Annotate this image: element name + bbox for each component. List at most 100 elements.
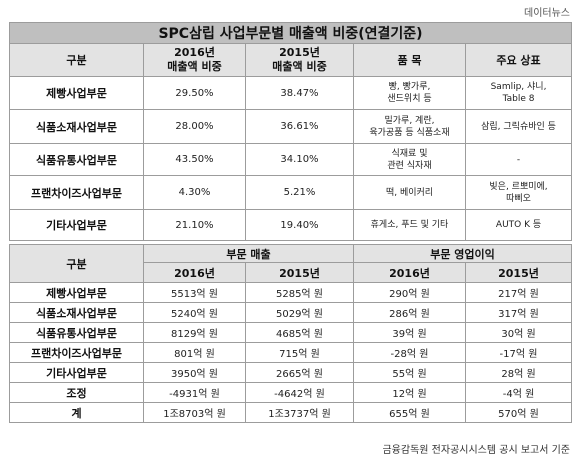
- header-2016-label: 매출액 비중: [167, 60, 222, 73]
- division-name: 조정: [9, 382, 144, 403]
- sales-2016: 1조8703억 원: [143, 402, 246, 423]
- division-name: 식품소재사업부문: [9, 302, 144, 323]
- table-row: 제빵사업부문 29.50% 38.47% 빵, 빵가루, 샌드위치 등 Saml…: [9, 76, 573, 110]
- table-row: 식품소재사업부문 28.00% 36.61% 밀가루, 계란, 육가공품 등 식…: [9, 109, 573, 144]
- sales-2015: 2665억 원: [245, 362, 354, 383]
- header-2016-year: 2016년: [174, 46, 215, 59]
- table-row: 식품유통사업부문 43.50% 34.10% 식재료 및 관련 식자재 -: [9, 143, 573, 176]
- share-2016: 43.50%: [143, 143, 246, 176]
- items-line: 밀가루, 계란,: [384, 115, 435, 126]
- division-name: 제빵사업부문: [9, 282, 144, 303]
- header-sales: 부문 매출: [143, 244, 354, 263]
- source-footnote: 금융감독원 전자공시시스템 공시 보고서 기준: [382, 445, 570, 456]
- header-2015-label: 매출액 비중: [272, 60, 327, 73]
- brands-line: Table 8: [502, 94, 535, 104]
- sales-2015: 1조3737억 원: [245, 402, 354, 423]
- share-2015: 34.10%: [245, 143, 354, 176]
- brands-cell: -: [464, 143, 573, 176]
- profit-2016: 55억 원: [353, 362, 466, 383]
- source-label: 데이터뉴스: [524, 8, 570, 19]
- table-row: 식품소재사업부문 5240억 원 5029억 원 286억 원 317억 원: [9, 302, 572, 323]
- table2-year-header: 2016년 2015년 2016년 2015년: [10, 262, 572, 283]
- sales-2015: 4685억 원: [245, 322, 354, 343]
- items-cell: 밀가루, 계란, 육가공품 등 식품소재: [353, 109, 466, 144]
- division-name: 프랜차이즈사업부문: [9, 342, 144, 363]
- share-2016: 4.30%: [143, 175, 246, 210]
- items-cell: 빵, 빵가루, 샌드위치 등: [353, 76, 466, 110]
- table-row: 식품유통사업부문 8129억 원 4685억 원 39억 원 30억 원: [9, 322, 572, 343]
- sales-2015: 5029억 원: [245, 302, 354, 323]
- profit-2015: -17억 원: [465, 342, 572, 363]
- division-name: 기타사업부문: [9, 362, 144, 383]
- sales-2015: -4642억 원: [245, 382, 354, 403]
- share-2015: 38.47%: [245, 76, 354, 110]
- header-category: 구분: [9, 244, 144, 283]
- header-sales-2015: 2015년: [245, 262, 354, 283]
- share-2015: 5.21%: [245, 175, 354, 210]
- header-2015-share: 2015년 매출액 비중: [245, 43, 354, 77]
- items-line: 빵, 빵가루,: [388, 82, 431, 92]
- items-line: 샌드위치 등: [387, 94, 432, 104]
- brands-line: 따삐오: [506, 193, 531, 204]
- items-line: 육가공품 등 식품소재: [369, 127, 450, 138]
- profit-2016: 12억 원: [353, 382, 466, 403]
- brands-cell: Samlip, 샤니, Table 8: [464, 76, 573, 110]
- profit-2016: 39억 원: [353, 322, 466, 343]
- items-line: 떡, 베이커리: [385, 187, 434, 198]
- division-name: 식품유통사업부문: [9, 143, 144, 176]
- profit-2015: 28억 원: [465, 362, 572, 383]
- sales-share-table: SPC삼립 사업부문별 매출액 비중(연결기준) 구분 2016년 매출액 비중…: [8, 22, 573, 241]
- items-line: 식재료 및: [391, 148, 428, 159]
- sales-2016: 801억 원: [143, 342, 246, 363]
- division-name: 식품소재사업부문: [9, 109, 144, 144]
- share-2016: 21.10%: [143, 209, 246, 241]
- header-2015-year: 2015년: [279, 46, 320, 59]
- header-2016-share: 2016년 매출액 비중: [143, 43, 246, 77]
- title-row: SPC삼립 사업부문별 매출액 비중(연결기준): [8, 22, 573, 44]
- header-profit-2015: 2015년: [465, 262, 572, 283]
- table1-header-row: 구분 2016년 매출액 비중 2015년 매출액 비중 품 목 주요 상표: [9, 43, 573, 77]
- brands-cell: 삼립, 그릭슈바인 등: [464, 109, 573, 144]
- items-line: 휴게소, 푸드 및 기타: [370, 220, 449, 230]
- division-name: 프랜차이즈사업부문: [9, 175, 144, 210]
- header-profit: 부문 영업이익: [353, 244, 572, 263]
- division-name: 제빵사업부문: [9, 76, 144, 110]
- sales-profit-table: 구분 부문 매출 부문 영업이익 2016년 2015년 2016년 2015년…: [9, 244, 572, 423]
- table-row: 프랜차이즈사업부문 801억 원 715억 원 -28억 원 -17억 원: [9, 342, 572, 363]
- brands-cell: 빚은, 르뽀미에, 따삐오: [464, 175, 573, 210]
- report-frame: SPC삼립 사업부문별 매출액 비중(연결기준) 구분 2016년 매출액 비중…: [8, 22, 573, 423]
- division-name: 계: [9, 402, 144, 423]
- sales-2016: 5240억 원: [143, 302, 246, 323]
- sales-2016: -4931억 원: [143, 382, 246, 403]
- table-row: 제빵사업부문 5513억 원 5285억 원 290억 원 217억 원: [9, 282, 572, 303]
- header-items: 품 목: [353, 43, 466, 77]
- brands-line: AUTO K 등: [495, 220, 542, 230]
- share-2016: 29.50%: [143, 76, 246, 110]
- table-row-total: 계 1조8703억 원 1조3737억 원 655억 원 570억 원: [9, 402, 572, 423]
- profit-2015: -4억 원: [465, 382, 572, 403]
- items-cell: 식재료 및 관련 식자재: [353, 143, 466, 176]
- profit-2015: 570억 원: [465, 402, 572, 423]
- sales-2016: 8129억 원: [143, 322, 246, 343]
- profit-2015: 317억 원: [465, 302, 572, 323]
- items-cell: 떡, 베이커리: [353, 175, 466, 210]
- profit-2016: -28억 원: [353, 342, 466, 363]
- table-row: 기타사업부문 21.10% 19.40% 휴게소, 푸드 및 기타 AUTO K…: [9, 209, 573, 241]
- division-name: 식품유통사업부문: [9, 322, 144, 343]
- brands-cell: AUTO K 등: [464, 209, 573, 241]
- division-name: 기타사업부문: [9, 209, 144, 241]
- profit-2016: 286억 원: [353, 302, 466, 323]
- header-brands: 주요 상표: [464, 43, 573, 77]
- sales-2016: 3950억 원: [143, 362, 246, 383]
- header-profit-2016: 2016년: [353, 262, 466, 283]
- profit-2016: 290억 원: [353, 282, 466, 303]
- items-cell: 휴게소, 푸드 및 기타: [353, 209, 466, 241]
- table-row: 프랜차이즈사업부문 4.30% 5.21% 떡, 베이커리 빚은, 르뽀미에, …: [9, 175, 573, 210]
- sales-2016: 5513억 원: [143, 282, 246, 303]
- share-2015: 19.40%: [245, 209, 354, 241]
- header-category: 구분: [9, 43, 144, 77]
- brands-line: -: [516, 154, 521, 165]
- items-line: 관련 식자재: [387, 160, 432, 171]
- profit-2015: 30억 원: [465, 322, 572, 343]
- profit-2015: 217억 원: [465, 282, 572, 303]
